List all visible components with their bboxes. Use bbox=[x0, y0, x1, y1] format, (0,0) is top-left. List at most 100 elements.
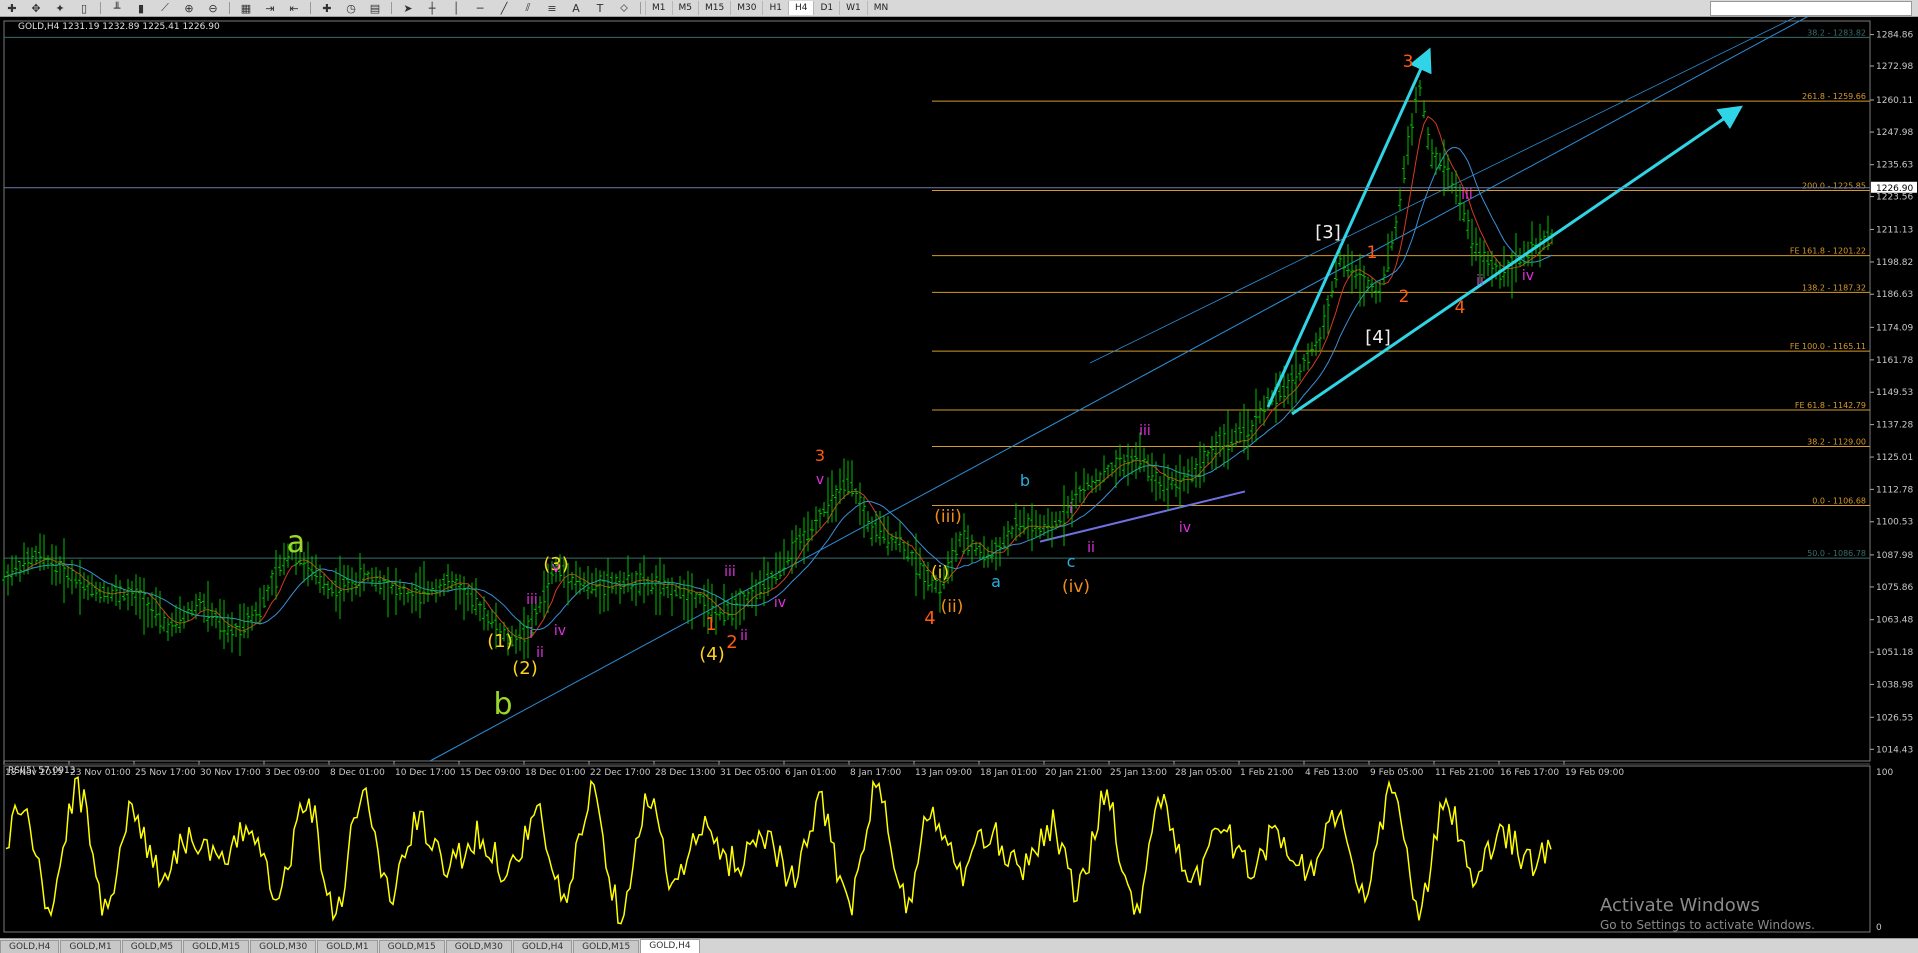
arrows-icon[interactable]: ⬦ bbox=[620, 1, 628, 14]
chart-tab[interactable]: GOLD,M15 bbox=[378, 940, 445, 953]
trend-arrows[interactable] bbox=[1266, 47, 1743, 416]
timeframe-m1[interactable]: M1 bbox=[645, 1, 672, 15]
text-icon[interactable]: A bbox=[572, 1, 580, 15]
chart-tab[interactable]: GOLD,H4 bbox=[512, 940, 573, 953]
wave-label-magenta: i bbox=[1069, 501, 1073, 517]
wave-label-magenta: iv bbox=[774, 595, 786, 611]
chart-area[interactable]: 38.2 - 1283.82 261.8 - 1259.66 200.0 - 122… bbox=[0, 17, 1918, 938]
rsi-line bbox=[5, 776, 1552, 925]
trendline-icon[interactable]: ╱ bbox=[500, 1, 508, 15]
price-label: 1051.18 bbox=[1876, 648, 1913, 658]
indicators-icon[interactable]: ✚ bbox=[322, 1, 332, 15]
chart-tab[interactable]: GOLD,M30 bbox=[250, 940, 317, 953]
timeframe-h4[interactable]: H4 bbox=[787, 1, 814, 15]
shift-icon[interactable]: ⇤ bbox=[289, 1, 299, 15]
wave-label-green: a bbox=[287, 525, 305, 560]
label-icon[interactable]: T bbox=[596, 1, 604, 15]
wave-label-orange: (ii) bbox=[941, 597, 964, 617]
wave-label-orange: 1 bbox=[705, 614, 716, 635]
bar-chart-icon[interactable]: ╨ bbox=[113, 1, 121, 15]
chart-tab[interactable]: GOLD,M15 bbox=[183, 940, 250, 953]
wave-label-magenta: iv bbox=[554, 623, 566, 639]
data-window-icon[interactable]: ✦ bbox=[55, 1, 65, 15]
wave-label-orange: 1 bbox=[1367, 243, 1378, 263]
price-label: 1137.28 bbox=[1876, 421, 1913, 431]
wave-labels: ab(1)(2)(3)(4)(i)3124(iii)(ii)(iv)3124ii… bbox=[287, 52, 1534, 722]
wave-label-magenta: i bbox=[529, 626, 533, 642]
timeframe-bar: M1 M5 M15 M30 H1 H4 D1 W1 MN bbox=[645, 1, 894, 15]
toolbar: ✚ ✥ ✦ ▯ ╨ ▮ ⟋ ⊕ ⊖ ▦ ⇥ ⇤ ✚ ◷ ▤ ➤ ┼ │ ─ ╱ … bbox=[0, 0, 1918, 17]
wave-label-cyan: a bbox=[991, 572, 1001, 591]
zoom-in-icon[interactable]: ⊕ bbox=[184, 1, 194, 15]
time-label: 18 Jan 01:00 bbox=[980, 768, 1037, 778]
timeframe-m5[interactable]: M5 bbox=[671, 1, 699, 15]
time-label: 8 Dec 01:00 bbox=[330, 768, 385, 778]
price-axis: 1284.86 1272.98 1260.11 1247.98 1235.63 1223.… bbox=[4, 31, 1917, 755]
wave-label-orange: 3 bbox=[1403, 52, 1414, 72]
chart-tab[interactable]: GOLD,H4 bbox=[640, 939, 700, 953]
time-label: 16 Feb 17:00 bbox=[1500, 768, 1559, 778]
timeframe-mn[interactable]: MN bbox=[866, 1, 895, 15]
navigator-icon[interactable]: ▯ bbox=[80, 1, 88, 15]
channel-icon[interactable]: ⫽ bbox=[525, 1, 531, 14]
wave-label-yellow: (3) bbox=[543, 554, 569, 575]
wave-label-white: [3] bbox=[1315, 222, 1341, 243]
fib-label: 200.0 - 1225.85 bbox=[1802, 182, 1866, 191]
chart-tab[interactable]: GOLD,M1 bbox=[60, 940, 121, 953]
timeframe-m30[interactable]: M30 bbox=[730, 1, 762, 15]
price-label: 1211.13 bbox=[1876, 225, 1913, 235]
time-label: 30 Nov 17:00 bbox=[200, 768, 261, 778]
crosshair-tool-icon[interactable]: ┼ bbox=[428, 1, 436, 15]
impulse-arrow bbox=[1266, 47, 1432, 408]
candle-chart-icon[interactable]: ▮ bbox=[137, 1, 145, 15]
fib-label: 0.0 - 1106.68 bbox=[1812, 496, 1866, 505]
crosshair-icon[interactable]: ✥ bbox=[31, 1, 41, 15]
price-label: 1260.11 bbox=[1876, 96, 1913, 106]
chart-tab[interactable]: GOLD,M30 bbox=[445, 940, 512, 953]
fibonacci-levels[interactable]: 38.2 - 1283.82 261.8 - 1259.66 200.0 - 122… bbox=[4, 28, 1870, 559]
timeframe-m15[interactable]: M15 bbox=[698, 1, 730, 15]
wave-label-yellow: (i) bbox=[931, 563, 949, 583]
new-order-icon[interactable]: ✚ bbox=[7, 1, 17, 15]
tile-icon[interactable]: ▦ bbox=[240, 1, 252, 15]
time-label: 6 Jan 01:00 bbox=[785, 768, 837, 778]
price-label: 1100.53 bbox=[1876, 518, 1913, 528]
wave-label-magenta: ii bbox=[740, 628, 748, 644]
scroll-icon[interactable]: ⇥ bbox=[265, 1, 275, 15]
ma-fast bbox=[3, 115, 1553, 640]
templates-icon[interactable]: ▤ bbox=[369, 1, 381, 15]
price-label: 1247.98 bbox=[1876, 128, 1913, 138]
wave-label-orange: 4 bbox=[1455, 298, 1466, 318]
fibo-icon[interactable]: ≡ bbox=[547, 1, 557, 15]
time-label: 25 Jan 13:00 bbox=[1110, 768, 1167, 778]
trend-channel[interactable] bbox=[429, 17, 1918, 762]
chart-tab[interactable]: GOLD,M15 bbox=[573, 940, 640, 953]
watermark-title: Activate Windows bbox=[1600, 895, 1760, 916]
price-label: 1112.78 bbox=[1876, 485, 1913, 495]
search-input[interactable] bbox=[1710, 1, 1912, 16]
chart-tab[interactable]: GOLD,H4 bbox=[0, 940, 60, 953]
watermark-subtitle: Go to Settings to activate Windows. bbox=[1600, 918, 1815, 932]
channel-line-lower bbox=[429, 17, 1809, 762]
timeframe-d1[interactable]: D1 bbox=[813, 1, 839, 15]
zoom-out-icon[interactable]: ⊖ bbox=[208, 1, 218, 15]
ma-slow bbox=[3, 146, 1553, 631]
wave-label-yellow: (2) bbox=[512, 658, 538, 679]
periods-icon[interactable]: ◷ bbox=[346, 1, 356, 15]
support-line bbox=[1039, 490, 1246, 543]
chart-tab[interactable]: GOLD,M5 bbox=[121, 940, 183, 953]
cursor-icon[interactable]: ➤ bbox=[403, 1, 413, 15]
rsi-scale-bottom: 0 bbox=[1876, 923, 1882, 933]
timeframe-w1[interactable]: W1 bbox=[839, 1, 867, 15]
hline-icon[interactable]: ─ bbox=[476, 1, 484, 15]
wave-label-magenta: v bbox=[552, 560, 560, 576]
vline-icon[interactable]: │ bbox=[452, 1, 460, 15]
time-label: 9 Feb 05:00 bbox=[1370, 768, 1424, 778]
time-label: 28 Jan 05:00 bbox=[1175, 768, 1232, 778]
line-chart-icon[interactable]: ⟋ bbox=[161, 1, 169, 14]
price-label: 1038.98 bbox=[1876, 680, 1913, 690]
current-price-box bbox=[1871, 181, 1917, 193]
timeframe-h1[interactable]: H1 bbox=[762, 1, 788, 15]
fib-label: FE 61.8 - 1142.79 bbox=[1795, 401, 1866, 410]
chart-tab[interactable]: GOLD,M1 bbox=[317, 940, 378, 953]
